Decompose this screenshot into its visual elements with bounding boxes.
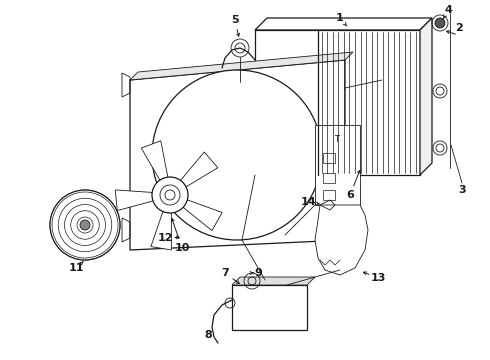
Text: 11: 11: [68, 263, 84, 273]
Circle shape: [50, 190, 120, 260]
Polygon shape: [151, 212, 171, 250]
Text: 6: 6: [346, 190, 354, 200]
Text: 12: 12: [157, 233, 173, 243]
Polygon shape: [232, 277, 315, 285]
Polygon shape: [183, 200, 222, 231]
Polygon shape: [141, 141, 168, 180]
Polygon shape: [232, 285, 307, 330]
Text: 5: 5: [231, 15, 239, 25]
Polygon shape: [130, 52, 353, 80]
Text: 13: 13: [370, 273, 386, 283]
Circle shape: [152, 70, 322, 240]
Circle shape: [435, 18, 445, 28]
Text: 14: 14: [300, 197, 316, 207]
Polygon shape: [315, 205, 368, 275]
Polygon shape: [420, 18, 432, 175]
Text: 10: 10: [174, 243, 190, 253]
Bar: [323, 190, 335, 200]
Polygon shape: [255, 18, 432, 30]
Text: 1: 1: [336, 13, 344, 23]
Bar: [323, 173, 335, 183]
Text: 3: 3: [458, 185, 466, 195]
Text: T: T: [335, 135, 340, 144]
Polygon shape: [130, 60, 345, 250]
Bar: [323, 153, 335, 163]
Text: 2: 2: [455, 23, 463, 33]
Text: 8: 8: [204, 330, 212, 340]
Text: 9: 9: [254, 268, 262, 278]
Text: 7: 7: [221, 268, 229, 278]
Circle shape: [152, 177, 188, 213]
Text: 4: 4: [444, 5, 452, 15]
Bar: [315, 125, 360, 205]
Polygon shape: [115, 190, 153, 211]
Polygon shape: [180, 152, 218, 187]
Circle shape: [80, 220, 90, 230]
Bar: [255, 30, 420, 175]
